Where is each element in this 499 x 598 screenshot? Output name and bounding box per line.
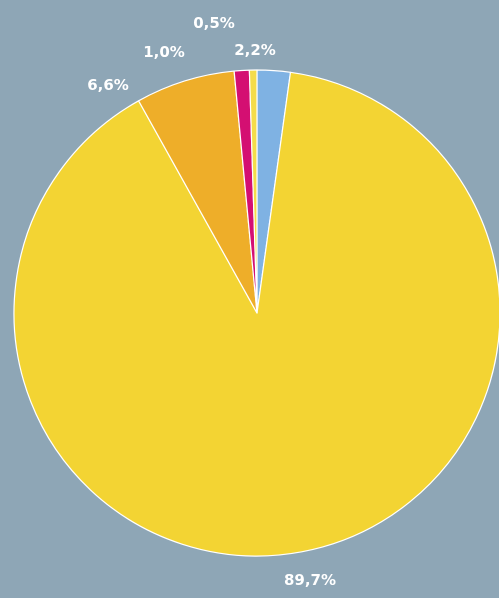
pie-slice-4 [248, 69, 258, 314]
pie-slice-1 [13, 71, 499, 557]
pie-slice-label-3: 1,0% [143, 43, 185, 61]
pie-slice-label-2: 6,6% [87, 76, 129, 94]
pie-slice-label-4: 0,5% [193, 14, 235, 32]
pie-slice-label-0: 2,2% [234, 41, 276, 59]
pie-slice-label-1: 89,7% [284, 571, 336, 589]
pie-labels: 2,2% 89,7% 6,6% 1,0% 0,5% [87, 14, 336, 589]
pie-slices [13, 69, 499, 557]
